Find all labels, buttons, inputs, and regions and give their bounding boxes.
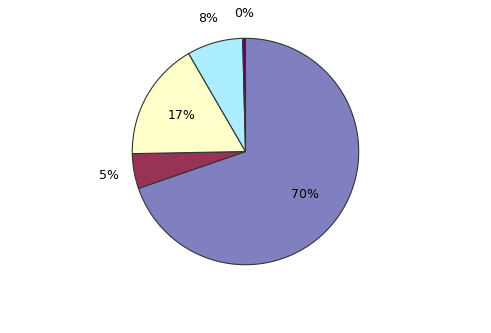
Text: 5%: 5% — [100, 169, 119, 182]
Wedge shape — [189, 38, 246, 152]
Wedge shape — [243, 38, 246, 152]
Wedge shape — [138, 38, 359, 265]
Text: 0%: 0% — [234, 7, 254, 20]
Text: 17%: 17% — [167, 109, 195, 122]
Text: 8%: 8% — [198, 12, 218, 25]
Text: 70%: 70% — [292, 188, 320, 201]
Wedge shape — [132, 54, 246, 154]
Wedge shape — [132, 152, 246, 188]
